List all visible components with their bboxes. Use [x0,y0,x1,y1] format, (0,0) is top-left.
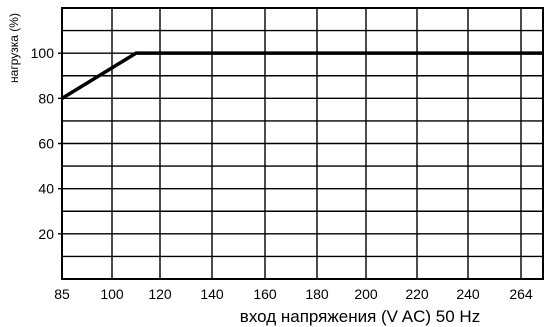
load-derating-line [61,51,543,100]
x-tick-label: 100 [100,286,124,302]
series-layer [61,51,543,100]
x-tick-label: 160 [253,286,277,302]
y-tick-label: 80 [38,90,54,106]
y-tick-label: 100 [31,45,55,61]
x-axis-label: вход напряжения (V AC) 50 Hz [240,307,480,326]
y-axis-label: нагрузка (%) [7,13,21,83]
y-tick-label: 20 [38,226,54,242]
x-tick-label: 85 [54,286,70,302]
x-tick-label: 140 [200,286,224,302]
x-axis-ticks: 85 100 120 140 160 180 200 220 240 264 [54,286,533,302]
grid [58,8,543,279]
y-tick-label: 40 [38,181,54,197]
x-tick-label: 220 [405,286,429,302]
plot-area-frame [61,7,544,280]
x-tick-label: 180 [305,286,329,302]
x-tick-label: 264 [509,286,533,302]
y-axis-ticks: 20 40 60 80 100 [31,45,55,242]
x-tick-label: 120 [148,286,172,302]
y-tick-label: 60 [38,136,54,152]
x-tick-label: 240 [456,286,480,302]
x-tick-label: 200 [354,286,378,302]
